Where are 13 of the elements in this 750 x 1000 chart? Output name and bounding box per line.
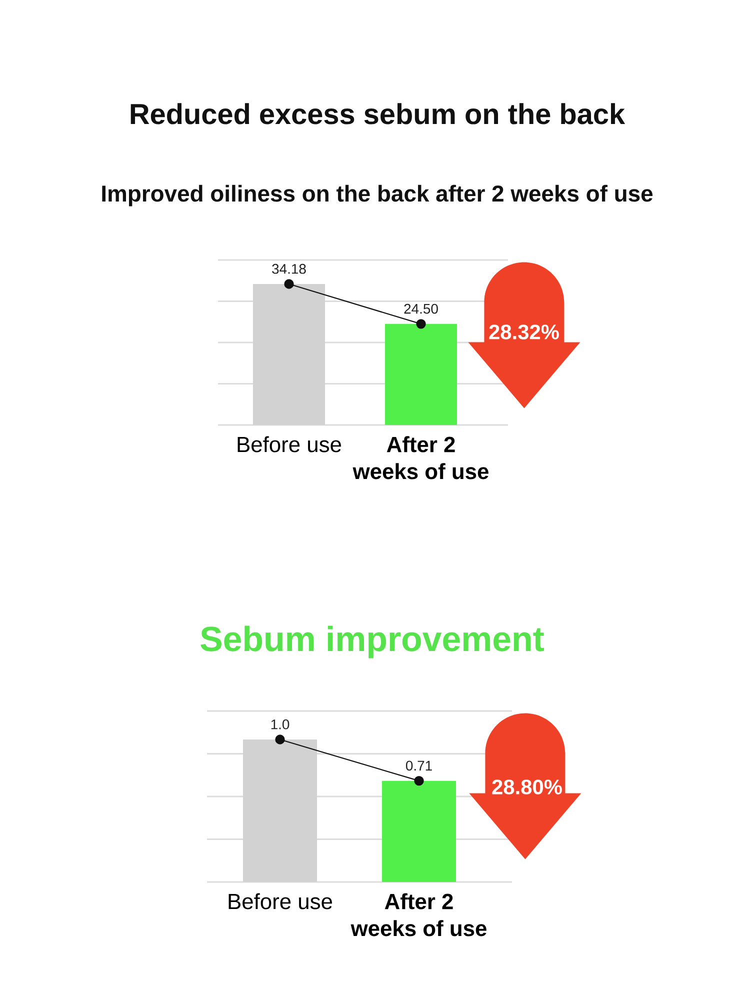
- annotation: 28.80%: [492, 780, 562, 794]
- annotation: 28.32%: [489, 324, 559, 340]
- chart-title: Sebum improvement: [200, 626, 544, 658]
- x-tick-label: Before use: [238, 436, 342, 452]
- x-tick-label: After 2 weeks of use: [352, 436, 488, 480]
- data-label: 1.0: [271, 719, 290, 730]
- data-label: 0.71: [406, 760, 432, 771]
- x-tick-label: After 2 weeks of use: [350, 893, 486, 936]
- chart-title: Reduced excess sebum on the back: [130, 103, 626, 124]
- chart-subtitle: Improved oiliness on the back after 2 weeks of use: [102, 184, 653, 206]
- data-label: 34.18: [272, 264, 306, 274]
- x-tick-label: Before use: [228, 893, 332, 910]
- data-label: 24.50: [404, 304, 438, 314]
